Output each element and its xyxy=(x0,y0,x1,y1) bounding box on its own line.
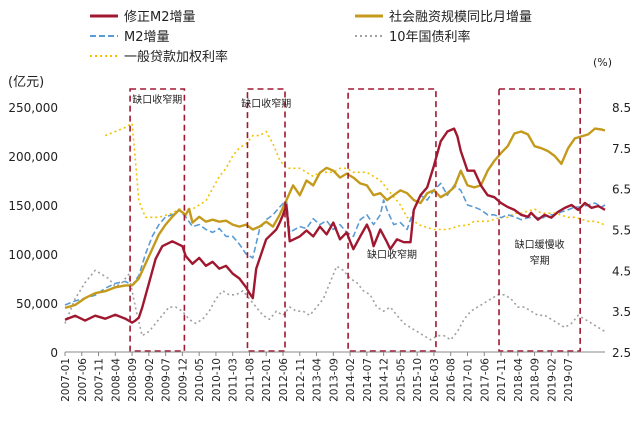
shaded-period-0 xyxy=(129,88,186,352)
shaded-period-1 xyxy=(246,88,286,352)
legend-label-2: M2增量 xyxy=(124,30,170,45)
x-tick-label: 2017-06 xyxy=(479,358,491,402)
x-tick-label: 2015-10 xyxy=(412,358,424,402)
annotation-3: 缺口缓慢收窄期 xyxy=(515,238,565,267)
x-tick-label: 2007-11 xyxy=(94,358,106,402)
right-axis-unit: (%) xyxy=(593,56,612,69)
left-tick-label: 250,000 xyxy=(8,101,58,115)
legend-label-0: 修正M2增量 xyxy=(124,10,196,25)
x-tick-label: 2016-08 xyxy=(446,358,458,402)
x-tick-label: 2008-09 xyxy=(127,358,139,402)
x-tick-label: 2015-05 xyxy=(395,358,407,402)
left-tick-label: 0 xyxy=(50,346,58,360)
legend-label-4: 一般贷款加权利率 xyxy=(124,49,228,65)
x-tick-label: 2018-09 xyxy=(530,358,542,402)
x-tick-label: 2011-08 xyxy=(244,358,256,402)
x-axis-ticks: 2007-01 2007-06 2007-11 2008-04 2008-09 2009-… xyxy=(60,352,575,402)
legend-label-1: 社会融资规模同比月增量 xyxy=(389,9,532,25)
x-tick-label: 2012-11 xyxy=(295,358,307,402)
legend-label-3: 10年国债利率 xyxy=(389,29,471,45)
x-tick-label: 2014-12 xyxy=(379,358,391,402)
shaded-period-3 xyxy=(498,88,581,352)
series-line-0 xyxy=(64,127,606,324)
right-tick-label: 2.5 xyxy=(612,346,631,360)
x-tick-label: 2013-09 xyxy=(328,358,340,402)
series-line-1 xyxy=(64,127,606,310)
x-tick-label: 2019-02 xyxy=(546,358,558,402)
x-tick-label: 2011-03 xyxy=(228,358,240,402)
series-line-3 xyxy=(64,265,606,341)
x-tick-label: 2010-05 xyxy=(194,358,206,402)
x-tick-label: 2017-01 xyxy=(462,358,474,402)
annotation-0: 缺口收窄期 xyxy=(132,93,182,106)
left-tick-label: 100,000 xyxy=(8,248,58,262)
annotation-2: 缺口收窄期 xyxy=(367,248,417,261)
shaded-period-2 xyxy=(347,88,437,352)
left-tick-label: 150,000 xyxy=(8,199,58,213)
left-axis-unit: (亿元) xyxy=(8,75,44,90)
right-tick-label: 4.5 xyxy=(612,264,631,278)
x-tick-label: 2012-01 xyxy=(261,358,273,402)
x-tick-label: 2008-04 xyxy=(110,358,122,402)
right-tick-label: 5.5 xyxy=(612,224,631,238)
right-tick-label: 6.5 xyxy=(612,183,631,197)
x-tick-label: 2007-06 xyxy=(77,358,89,402)
right-tick-label: 3.5 xyxy=(612,305,631,319)
x-tick-label: 2009-12 xyxy=(177,358,189,402)
right-tick-label: 8.5 xyxy=(612,101,631,115)
left-tick-label: 200,000 xyxy=(8,150,58,164)
x-tick-label: 2009-07 xyxy=(161,358,173,402)
series-group xyxy=(64,122,606,341)
right-axis-ticks: 2.5 3.5 4.5 5.5 6.5 7.5 8.5 xyxy=(612,101,631,360)
x-tick-label: 2019-07 xyxy=(563,358,575,402)
x-tick-label: 2017-11 xyxy=(496,358,508,402)
x-tick-label: 2014-02 xyxy=(345,358,357,402)
right-tick-label: 7.5 xyxy=(612,142,631,156)
x-tick-label: 2016-03 xyxy=(429,358,441,402)
x-tick-label: 2010-10 xyxy=(211,358,223,402)
x-tick-label: 2007-01 xyxy=(60,358,72,402)
x-tick-label: 2014-07 xyxy=(362,358,374,402)
x-tick-label: 2012-06 xyxy=(278,358,290,402)
left-axis-ticks: 0 50,000 100,000 150,000 200,000 250,000 xyxy=(8,101,58,360)
x-tick-label: 2018-04 xyxy=(513,358,525,402)
x-tick-label: 2009-02 xyxy=(144,358,156,402)
annotation-1: 缺口收窄期 xyxy=(241,97,291,110)
x-tick-label: 2013-04 xyxy=(312,358,324,402)
left-tick-label: 50,000 xyxy=(16,297,58,311)
